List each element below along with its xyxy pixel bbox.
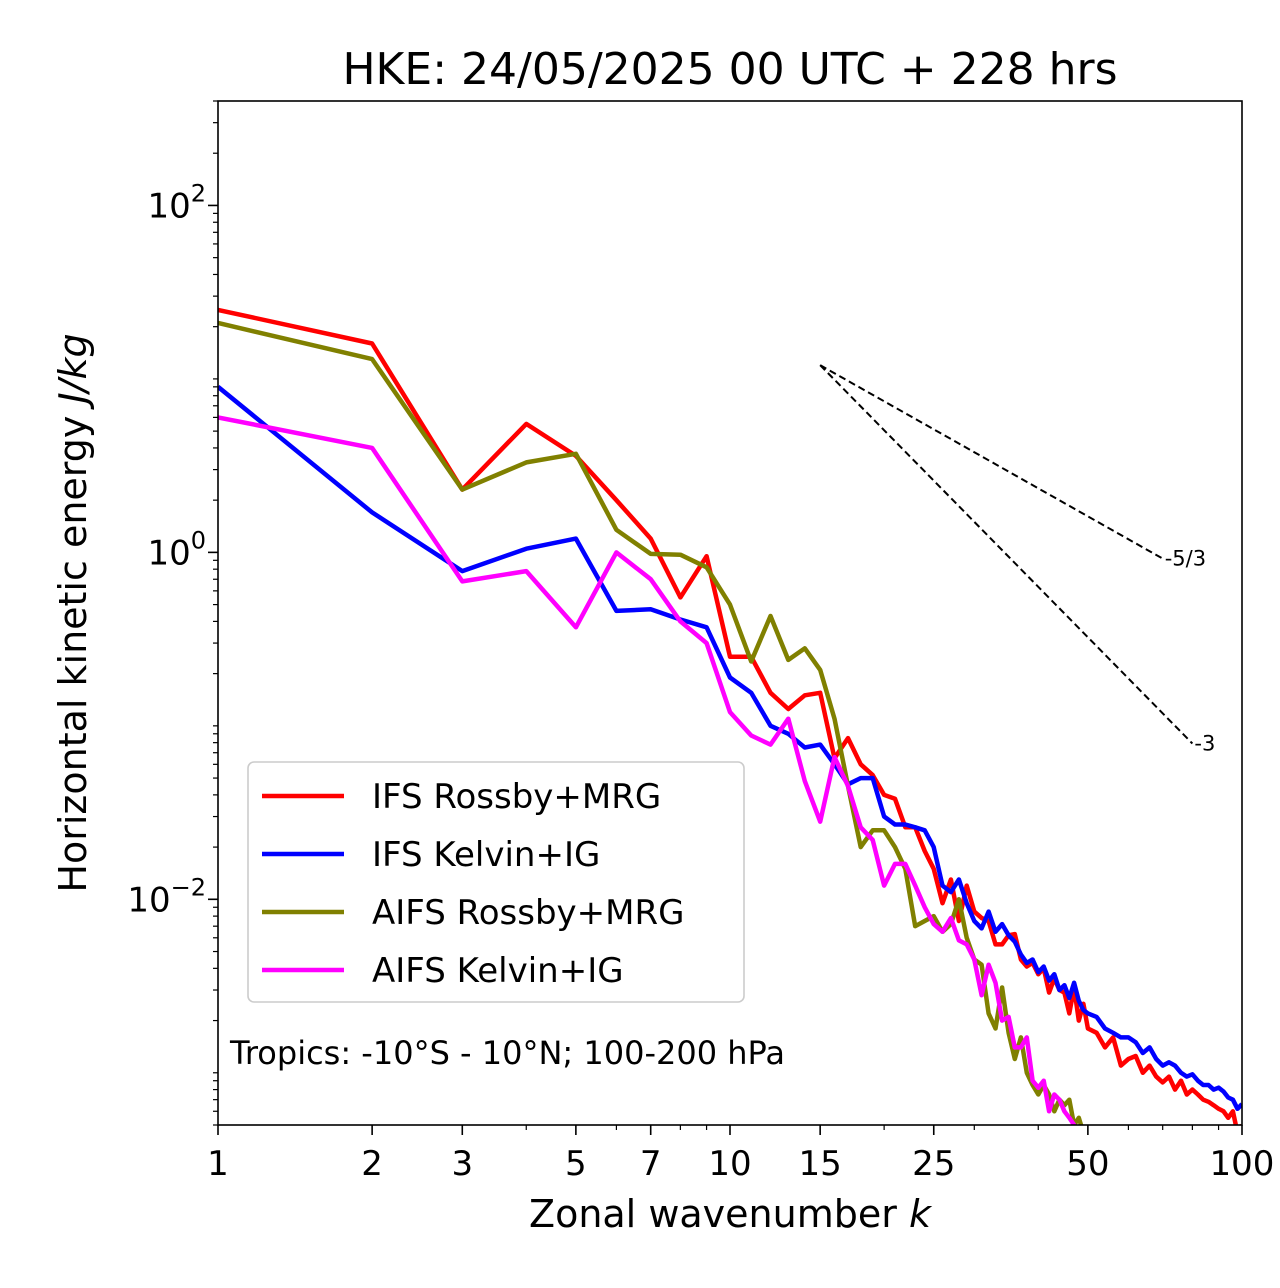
series-line-1 <box>218 307 1242 1125</box>
x-tick-label: 2 <box>361 1144 383 1184</box>
x-axis-label: Zonal wavenumber k <box>529 1192 933 1236</box>
x-tick-label: 25 <box>912 1144 955 1184</box>
slope-line-2 <box>819 364 1194 745</box>
chart-title: HKE: 24/05/2025 00 UTC + 228 hrs <box>342 44 1117 95</box>
x-tick-label: 1 <box>207 1144 229 1184</box>
y-tick-label: 102 <box>147 179 206 226</box>
region-annotation: Tropics: -10°S - 10°N; 100-200 hPa <box>229 1034 785 1072</box>
x-tick-label: 100 <box>1210 1144 1275 1184</box>
series-line-4 <box>218 415 1077 1125</box>
y-axis: 10−2 100 102 <box>127 100 218 1126</box>
x-tick-label: 7 <box>640 1144 662 1184</box>
legend-label-2: IFS Kelvin+IG <box>372 835 600 875</box>
x-tick-label: 5 <box>565 1144 587 1184</box>
y-tick-label: 10−2 <box>127 873 206 920</box>
y-axis-label: Horizontal kinetic energy J/kg <box>51 333 95 892</box>
x-tick-label: 10 <box>708 1144 751 1184</box>
series-line-3 <box>218 320 1084 1125</box>
reference-slopes: -5/3 -3 <box>819 364 1215 756</box>
legend-label-3: AIFS Rossby+MRG <box>372 893 684 933</box>
x-tick-label: 15 <box>799 1144 842 1184</box>
y-axis-label-unit: J/kg <box>51 333 95 410</box>
legend: IFS Rossby+MRG IFS Kelvin+IG AIFS Rossby+M… <box>247 761 745 1003</box>
slope-label-2: -3 <box>1194 732 1215 756</box>
series-group <box>218 307 1242 1125</box>
x-tick-label: 3 <box>451 1144 473 1184</box>
y-tick-label: 100 <box>147 526 206 573</box>
legend-label-4: AIFS Kelvin+IG <box>372 951 624 991</box>
x-axis: 1 2 3 5 7 10 15 25 50 100 <box>207 1125 1274 1184</box>
x-tick-label: 50 <box>1066 1144 1109 1184</box>
legend-box <box>247 761 745 1003</box>
slope-label-1: -5/3 <box>1165 547 1206 571</box>
x-axis-label-text: Zonal wavenumber <box>529 1192 897 1236</box>
legend-label-1: IFS Rossby+MRG <box>372 777 661 817</box>
y-axis-label-text: Horizontal kinetic energy <box>51 416 95 893</box>
x-axis-label-variable: k <box>909 1192 933 1236</box>
slope-line-1 <box>819 364 1164 560</box>
